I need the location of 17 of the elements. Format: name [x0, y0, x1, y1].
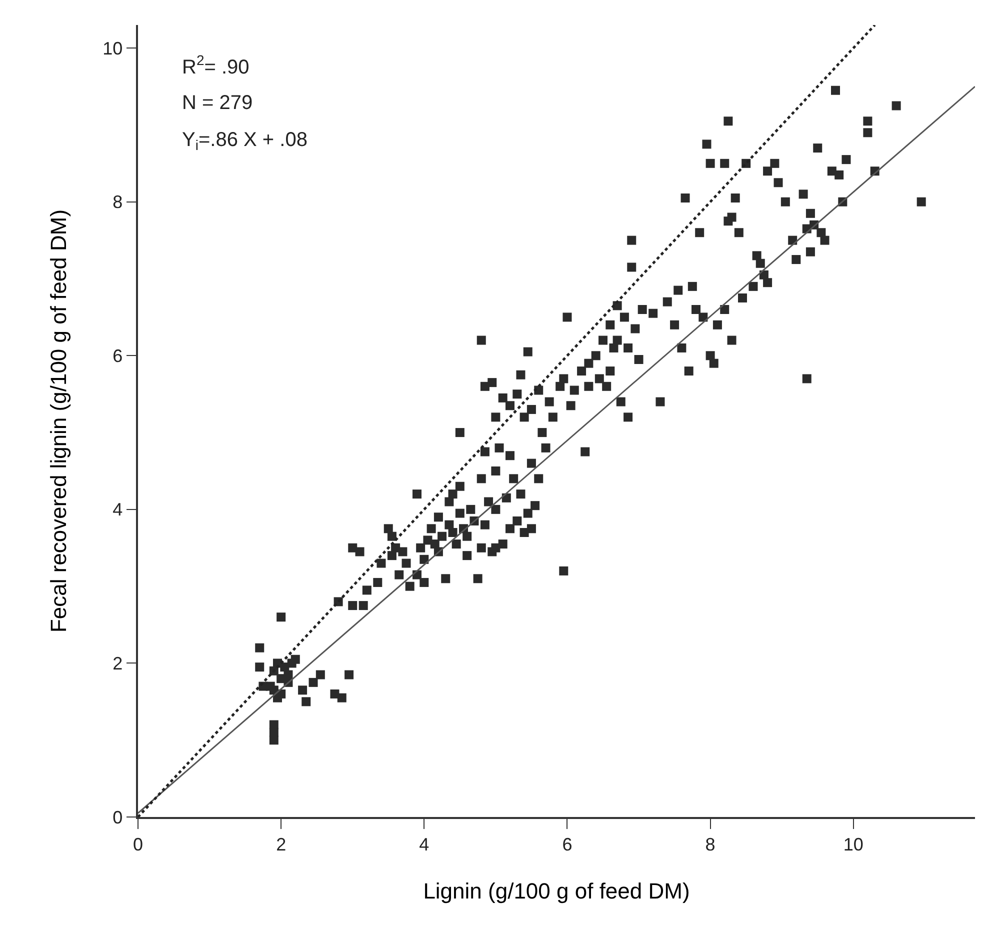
x-axis-title: Lignin (g/100 g of feed DM)	[423, 878, 690, 904]
y-tick-label: 4	[112, 500, 123, 520]
annotation: N = 279	[182, 92, 253, 114]
annotation: R$^{2}$= .90	[182, 52, 250, 78]
x-tick-label: 10	[843, 834, 864, 854]
y-tick-label: 8	[112, 192, 123, 212]
y-tick-label: 0	[112, 807, 123, 828]
x-tick-label: 4	[419, 834, 430, 854]
annotation: Y$_{i}$=.86 X + .08	[182, 129, 308, 154]
x-tick-label: 8	[705, 834, 716, 854]
y-tick-label: 6	[112, 346, 123, 366]
y-tick-label: 10	[102, 38, 123, 58]
x-tick-label: 0	[132, 834, 144, 854]
x-tick-label: 6	[562, 834, 572, 854]
x-tick-label: 2	[276, 834, 286, 854]
y-tick-label: 2	[112, 654, 123, 674]
y-axis-title: Fecal recovered lignin (g/100 g of feed DM)	[46, 209, 71, 633]
